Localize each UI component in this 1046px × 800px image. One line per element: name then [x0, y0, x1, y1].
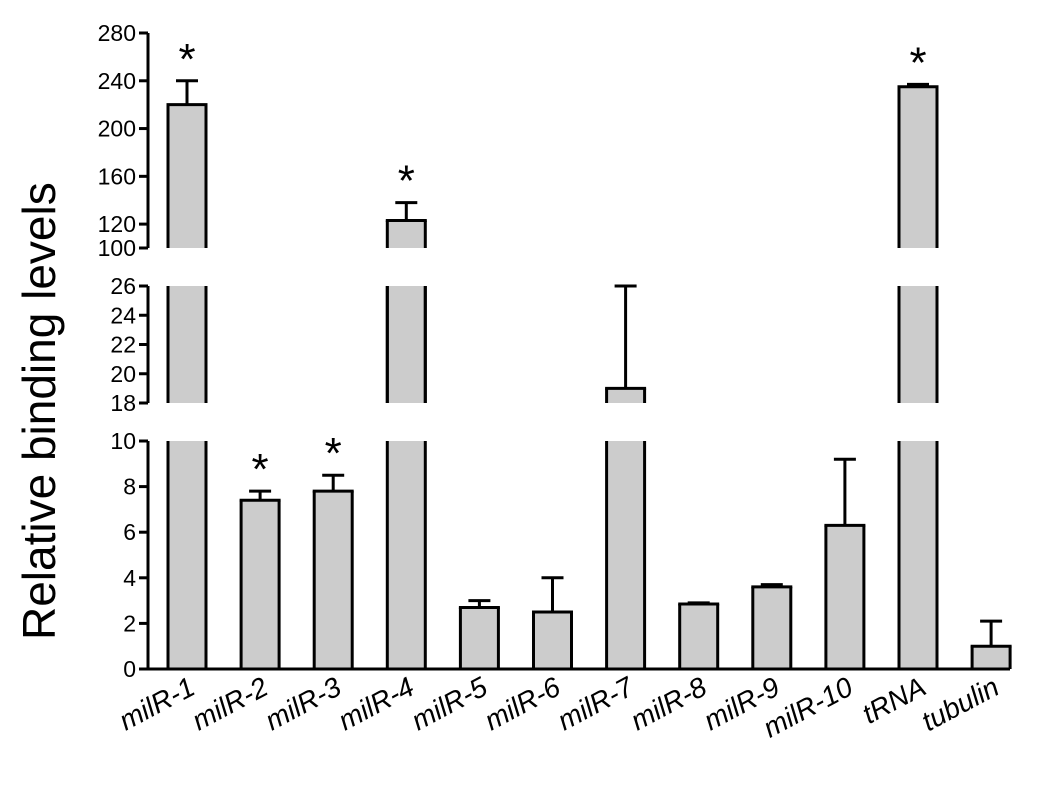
- x-tick-label: milR-6: [479, 671, 565, 737]
- significance-star: *: [325, 429, 342, 478]
- y-tick-label: 160: [98, 163, 136, 189]
- y-tick-label: 10: [110, 428, 136, 454]
- significance-star: *: [398, 157, 415, 206]
- axis-break-gap: [896, 403, 940, 441]
- bar: [241, 500, 280, 669]
- x-tick-label: milR-8: [626, 671, 712, 737]
- axis-break-gap: [165, 403, 209, 441]
- y-tick-label: 6: [123, 519, 136, 545]
- x-tick-label: milR-5: [406, 671, 492, 737]
- y-tick-label: 20: [110, 361, 136, 387]
- y-tick-label: 24: [110, 302, 136, 328]
- axis-break-gap: [896, 248, 940, 286]
- x-tick-label: milR-3: [260, 671, 346, 737]
- x-tick-label: tubulin: [917, 671, 1004, 737]
- bar: [314, 491, 353, 669]
- x-tick-label: tRNA: [857, 671, 931, 730]
- y-tick-label: 240: [98, 68, 136, 94]
- bar: [387, 220, 426, 669]
- y-tick-label: 200: [98, 116, 136, 142]
- bar: [825, 525, 864, 669]
- significance-star: *: [252, 445, 269, 494]
- axis-break-gap: [165, 248, 209, 286]
- significance-star: *: [909, 38, 926, 87]
- axis-break-gap: [603, 403, 648, 441]
- significance-star: *: [178, 35, 195, 84]
- y-tick-label: 26: [110, 273, 136, 299]
- y-tick-label: 4: [123, 565, 136, 591]
- axis-break-gap: [384, 248, 429, 286]
- y-tick-label: 100: [98, 235, 136, 261]
- y-tick-label: 0: [123, 656, 136, 682]
- bar: [168, 104, 206, 669]
- axis-break-gap: [384, 403, 429, 441]
- bar: [533, 612, 572, 669]
- x-tick-label: milR-7: [552, 670, 639, 736]
- y-tick-label: 22: [110, 332, 136, 358]
- y-tick-label: 18: [110, 390, 136, 416]
- bar: [460, 607, 499, 669]
- bar: [752, 586, 791, 669]
- y-tick-label: 8: [123, 474, 136, 500]
- y-tick-label: 120: [98, 211, 136, 237]
- bar: [899, 86, 937, 669]
- y-tick-label: 280: [98, 20, 136, 46]
- bar: [972, 646, 1011, 669]
- bar: [679, 604, 718, 669]
- x-tick-label: milR-4: [333, 671, 419, 736]
- y-tick-label: 2: [123, 610, 136, 636]
- x-tick-label: milR-2: [187, 671, 273, 737]
- y-axis-label: Relative binding levels: [13, 182, 65, 640]
